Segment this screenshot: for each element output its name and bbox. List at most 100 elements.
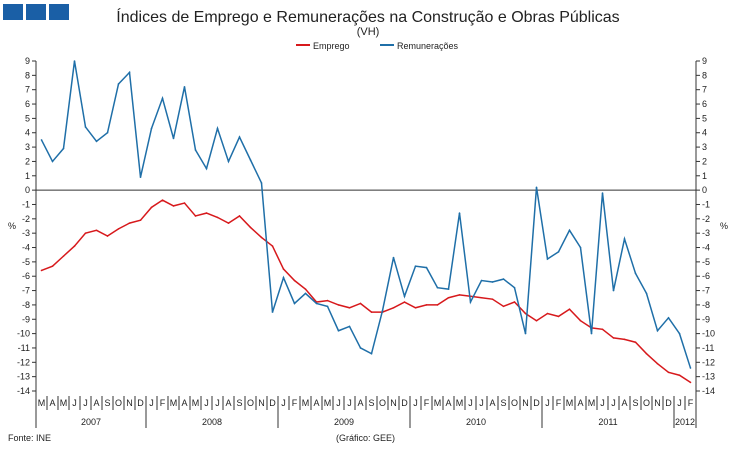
month-label: O — [379, 398, 386, 408]
y-axis-label-right: % — [720, 221, 728, 231]
month-label: O — [247, 398, 254, 408]
year-label: 2009 — [334, 417, 354, 427]
y-tick-label-right: -14 — [702, 386, 715, 396]
data-point-0 — [491, 298, 494, 300]
data-point-0 — [502, 305, 505, 308]
data-point-1 — [84, 126, 87, 128]
data-point-0 — [183, 202, 186, 204]
month-label: J — [600, 398, 605, 408]
data-point-1 — [348, 325, 351, 328]
y-tick-label-right: 5 — [702, 113, 707, 123]
month-label: A — [49, 398, 55, 408]
data-point-1 — [337, 329, 340, 332]
data-point-1 — [612, 289, 615, 292]
month-label: D — [269, 398, 276, 408]
data-point-0 — [524, 312, 527, 315]
y-tick-label-right: 9 — [702, 56, 707, 66]
data-point-0 — [623, 338, 626, 341]
data-point-0 — [689, 381, 692, 384]
y-tick-label-right: 1 — [702, 171, 707, 181]
y-tick-label-left: -1 — [22, 199, 30, 209]
month-label: S — [104, 398, 110, 408]
data-point-1 — [381, 309, 384, 312]
data-point-0 — [403, 301, 406, 303]
year-label: 2007 — [81, 417, 101, 427]
data-point-1 — [172, 137, 175, 140]
data-point-0 — [194, 215, 197, 217]
data-point-0 — [326, 299, 329, 302]
data-point-0 — [579, 319, 582, 322]
month-label: M — [38, 398, 46, 408]
y-tick-label-left: 1 — [25, 171, 30, 181]
month-label: J — [479, 398, 484, 408]
data-point-1 — [194, 149, 197, 151]
data-point-1 — [535, 186, 538, 189]
data-point-0 — [370, 311, 373, 313]
data-point-1 — [95, 140, 98, 143]
data-point-0 — [249, 226, 252, 229]
month-label: M — [302, 398, 310, 408]
data-point-0 — [117, 228, 120, 230]
data-point-1 — [414, 265, 417, 267]
month-label: F — [292, 398, 298, 408]
month-label: A — [313, 398, 319, 408]
data-point-1 — [392, 256, 395, 259]
month-label: A — [357, 398, 363, 408]
data-point-0 — [271, 245, 274, 247]
month-label: M — [456, 398, 464, 408]
data-point-0 — [634, 341, 637, 344]
data-point-0 — [282, 268, 285, 270]
y-tick-label-left: 7 — [25, 85, 30, 95]
data-point-0 — [535, 319, 538, 322]
month-label: A — [489, 398, 495, 408]
y-tick-label-right: 6 — [702, 99, 707, 109]
y-tick-label-right: -13 — [702, 372, 715, 382]
y-tick-label-left: 0 — [25, 185, 30, 195]
y-tick-label-right: -6 — [702, 271, 710, 281]
data-point-1 — [403, 295, 406, 298]
y-tick-label-left: -8 — [22, 300, 30, 310]
y-tick-label-right: -2 — [702, 214, 710, 224]
month-label: D — [401, 398, 408, 408]
data-point-0 — [40, 269, 43, 272]
data-point-0 — [612, 337, 615, 339]
y-tick-label-left: 8 — [25, 70, 30, 80]
data-point-1 — [513, 286, 516, 289]
month-label: F — [160, 398, 166, 408]
month-label: A — [181, 398, 187, 408]
month-label: J — [677, 398, 682, 408]
data-point-1 — [51, 160, 54, 163]
month-label: S — [368, 398, 374, 408]
legend-label-1: Remunerações — [397, 41, 459, 51]
month-label: J — [336, 398, 341, 408]
data-point-0 — [84, 232, 87, 234]
data-point-1 — [370, 352, 373, 355]
y-tick-label-left: 6 — [25, 99, 30, 109]
data-point-0 — [62, 255, 65, 257]
data-point-0 — [161, 199, 164, 201]
y-tick-label-right: -4 — [702, 243, 710, 253]
data-point-1 — [568, 229, 571, 232]
data-point-1 — [491, 281, 494, 283]
data-point-0 — [458, 294, 461, 296]
source-note: Fonte: INE — [8, 433, 51, 443]
data-point-1 — [150, 127, 153, 130]
y-tick-label-right: 3 — [702, 142, 707, 152]
data-point-1 — [425, 266, 428, 269]
month-label: M — [192, 398, 200, 408]
credit-note: (Gráfico: GEE) — [336, 433, 395, 443]
data-point-0 — [656, 362, 659, 365]
data-point-1 — [579, 246, 582, 249]
y-tick-label-right: 4 — [702, 128, 707, 138]
data-point-1 — [634, 272, 637, 275]
data-point-1 — [249, 159, 252, 161]
data-point-1 — [216, 127, 219, 130]
month-label: D — [533, 398, 540, 408]
data-point-1 — [601, 192, 604, 194]
data-point-1 — [238, 136, 241, 138]
month-label: J — [215, 398, 220, 408]
data-point-0 — [546, 312, 549, 315]
data-point-0 — [667, 371, 670, 374]
y-tick-label-right: -5 — [702, 257, 710, 267]
data-point-1 — [205, 167, 208, 170]
